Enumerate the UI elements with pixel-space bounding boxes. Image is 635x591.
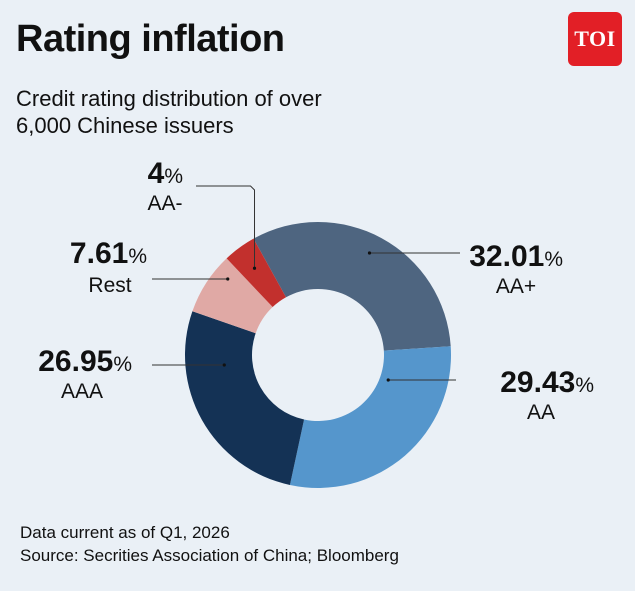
data-value-aa: 29.43 [500,366,575,399]
data-value-aa-plus: 32.01 [469,240,544,273]
category-label-aa-plus: AA+ [496,275,536,298]
data-value-aa-minus: 4 [148,157,165,190]
slice-rest [192,258,273,334]
data-unit-aa: % [575,374,594,397]
data-note: Data current as of Q1, 2026 [20,523,230,542]
leader-line-aa-minus [196,185,256,269]
leader-dot-rest [226,277,230,281]
data-value-aaa: 26.95 [38,345,113,378]
category-label-aa-minus: AA- [147,192,182,215]
data-label-aa: 29.43% [500,366,594,399]
data-unit-aa-minus: % [164,165,183,188]
logo-text: TOI [574,26,616,51]
data-unit-rest: % [128,245,147,268]
data-label-aa-plus: 32.01% [469,240,563,273]
data-unit-aaa: % [113,353,132,376]
leader-lines [152,185,460,382]
subtitle-line-2: 6,000 Chinese issuers [16,113,234,138]
toi-logo: TOI [568,12,622,66]
leader-dot-aa-minus [252,266,257,270]
category-label-aaa: AAA [61,380,103,403]
chart-footer: Data current as of Q1, 2026 Source: Secr… [20,521,399,567]
data-label-aa-minus: 4% [148,157,183,190]
source-note: Source: Secrities Association of China; … [20,546,399,565]
category-label-aa: AA [527,401,555,424]
slice-aaa [185,311,305,486]
donut-slices [185,222,451,488]
chart-subtitle: Credit rating distribution of over 6,000… [16,85,436,139]
leader-dot-aaa [222,363,226,367]
slice-aa-plus [253,222,451,351]
slice-aa [289,346,451,488]
data-unit-aa-plus: % [544,248,563,271]
chart-title: Rating inflation [16,18,285,60]
data-label-aaa: 26.95% [38,345,132,378]
leader-dot-aa-plus [367,251,372,255]
data-value-rest: 7.61 [70,237,128,270]
data-label-rest: 7.61% [70,237,147,270]
category-label-rest: Rest [88,274,131,297]
subtitle-line-1: Credit rating distribution of over [16,86,322,111]
slice-aa-minus [226,238,287,308]
leader-dot-aa [386,378,390,382]
